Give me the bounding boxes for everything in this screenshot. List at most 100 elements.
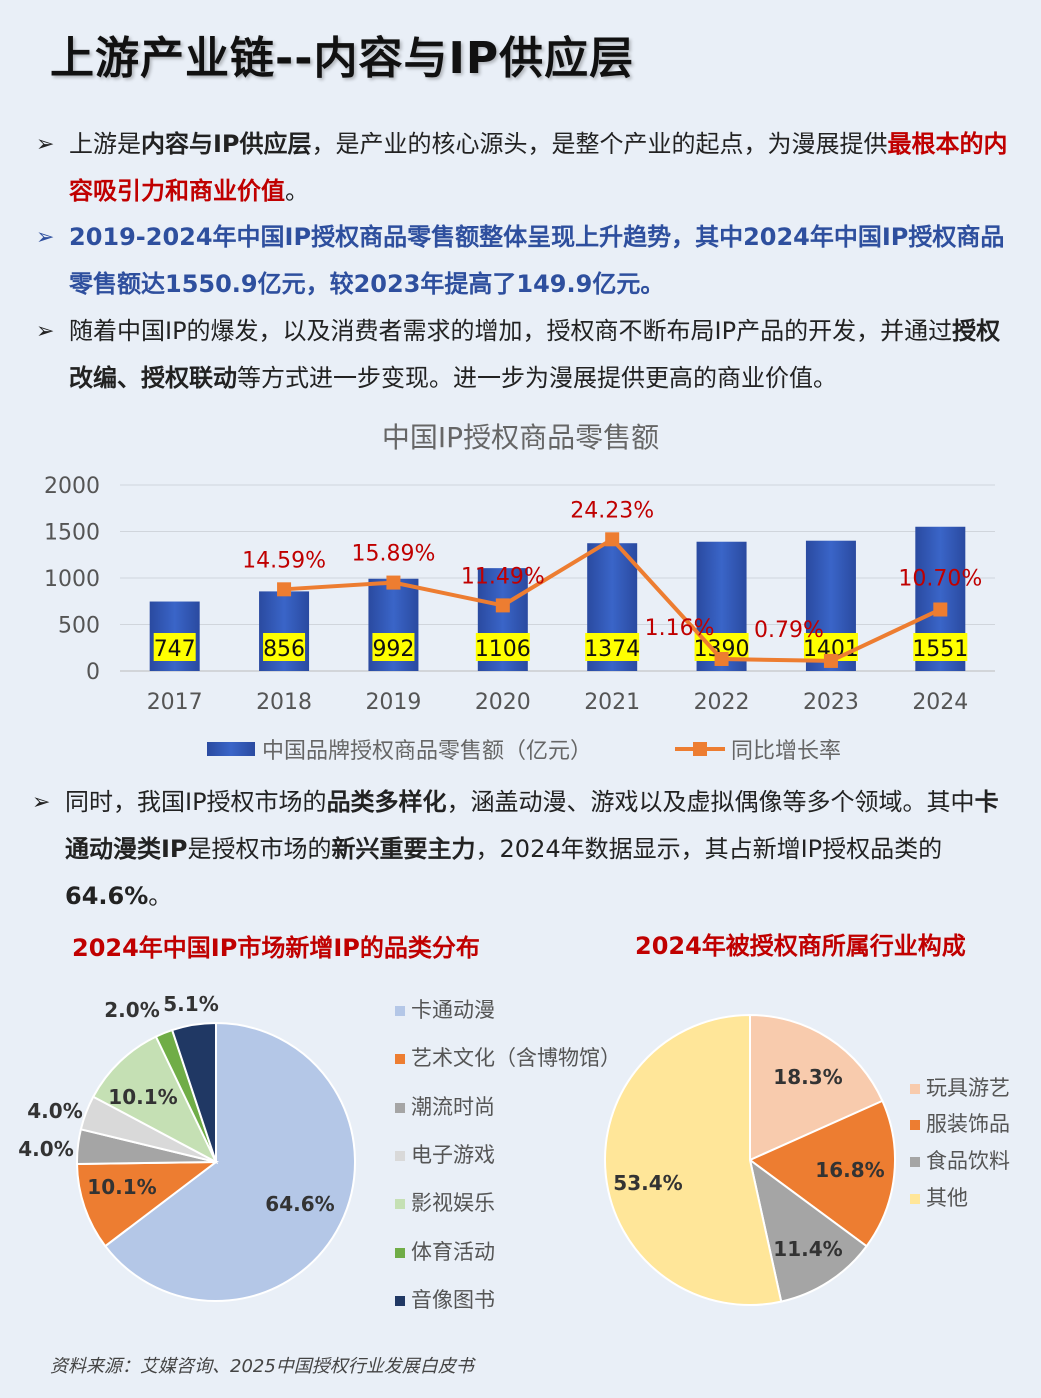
pie-label: 5.1% bbox=[163, 992, 218, 1016]
x-tick-label: 2017 bbox=[147, 690, 203, 715]
legend-bar-label: 中国品牌授权商品零售额（亿元） bbox=[262, 739, 592, 764]
legend-swatch bbox=[910, 1194, 920, 1204]
b1-p5: 。 bbox=[285, 177, 309, 205]
pie-label: 53.4% bbox=[613, 1171, 682, 1195]
b3-p1: 随着中国IP的爆发，以及消费者需求的增加，授权商不断布局IP产品的开发，并通过 bbox=[69, 317, 953, 345]
pie-label: 16.8% bbox=[815, 1158, 884, 1182]
legend-swatch bbox=[395, 1054, 405, 1064]
pie1-title: 2024年中国IP市场新增IP的品类分布 bbox=[72, 934, 480, 962]
bullet-2: ➢ 2019-2024年中国IP授权商品零售额整体呈现上升趋势，其中2024年中… bbox=[36, 214, 1011, 308]
arrow-bullet-icon: ➢ bbox=[36, 225, 55, 250]
pie1-legend-item: 音像图书 bbox=[395, 1284, 495, 1314]
b1-p3: ，是产业的核心源头，是整个产业的起点，为漫展提供 bbox=[311, 130, 888, 158]
bullet-3: ➢ 随着中国IP的爆发，以及消费者需求的增加，授权商不断布局IP产品的开发，并通… bbox=[36, 308, 1011, 402]
pie2-legend-item: 服装饰品 bbox=[910, 1108, 1010, 1138]
legend-label: 其他 bbox=[926, 1186, 968, 1210]
bar-value-label: 1374 bbox=[584, 637, 640, 662]
pie-label: 4.0% bbox=[18, 1137, 73, 1161]
bar-value-label: 1106 bbox=[475, 637, 531, 662]
growth-point bbox=[386, 575, 401, 590]
b4-p1: 同时，我国IP授权市场的 bbox=[65, 788, 327, 816]
b4-p2: 品类多样化 bbox=[326, 788, 447, 816]
growth-label: 0.79% bbox=[754, 618, 824, 643]
pie-slice bbox=[75, 1160, 220, 1248]
bar-line-chart: 0 500 1000 1500 2000 2017 2018 2019 2020 2021 2022… bbox=[44, 474, 995, 764]
b3-p2: 授权改编、授权联动 bbox=[69, 317, 1001, 392]
x-tick-label: 2021 bbox=[584, 690, 640, 715]
bar-chart-title: 中国IP授权商品零售额 bbox=[381, 421, 660, 454]
growth-label: 10.70% bbox=[898, 566, 982, 591]
pie2-legend-item: 玩具游艺 bbox=[910, 1072, 1010, 1102]
legend-label: 影视娱乐 bbox=[411, 1191, 495, 1215]
growth-point bbox=[933, 602, 948, 617]
growth-label: 11.49% bbox=[461, 564, 545, 589]
b4-p8: 64.6% bbox=[65, 882, 149, 910]
bar-value-label: 1551 bbox=[912, 637, 968, 662]
legend-label: 潮流时尚 bbox=[411, 1095, 495, 1119]
growth-point bbox=[277, 582, 292, 597]
pie1-legend-item: 影视娱乐 bbox=[395, 1187, 495, 1217]
b1-p4: 最根本的内容吸引力和商业价值 bbox=[69, 130, 1008, 205]
bar-label-highlight bbox=[372, 633, 415, 661]
x-tick-label: 2018 bbox=[256, 690, 312, 715]
y-tick-label: 2000 bbox=[44, 474, 100, 499]
y-tick-label: 0 bbox=[86, 660, 100, 685]
bar-label-highlight bbox=[263, 633, 306, 661]
pie-slice bbox=[748, 1157, 868, 1303]
pie-slice bbox=[748, 1099, 896, 1248]
pie2-legend-item: 其他 bbox=[910, 1182, 968, 1212]
legend-swatch bbox=[910, 1120, 920, 1130]
legend-swatch bbox=[395, 1103, 405, 1113]
legend-line-marker bbox=[693, 742, 707, 756]
pie1-legend-item: 电子游戏 bbox=[395, 1139, 495, 1169]
arrow-bullet-icon: ➢ bbox=[36, 132, 55, 157]
growth-label: 14.59% bbox=[242, 548, 326, 573]
x-tick-label: 2020 bbox=[475, 690, 531, 715]
page-title: 上游产业链--内容与IP供应层 bbox=[50, 33, 635, 84]
pie-label: 10.1% bbox=[108, 1085, 177, 1109]
y-tick-label: 500 bbox=[58, 614, 100, 639]
b4-p9: 。 bbox=[148, 882, 173, 910]
legend-swatch bbox=[910, 1157, 920, 1167]
bullet-1: ➢ 上游是内容与IP供应层，是产业的核心源头，是整个产业的起点，为漫展提供最根本… bbox=[36, 121, 1011, 215]
x-tick-label: 2019 bbox=[365, 690, 421, 715]
x-tick-label: 2023 bbox=[803, 690, 859, 715]
category-pie-chart: 64.6% 10.1% 4.0% 4.0% 10.1% 2.0% 5.1% bbox=[18, 992, 356, 1302]
bar-label-highlight bbox=[585, 633, 640, 661]
pie-label: 64.6% bbox=[265, 1192, 334, 1216]
legend-swatch bbox=[395, 1151, 405, 1161]
pie-label: 10.1% bbox=[87, 1175, 156, 1199]
pie1-legend-item: 潮流时尚 bbox=[395, 1091, 495, 1121]
pie-slice bbox=[749, 1013, 884, 1162]
bar-value-label: 747 bbox=[154, 637, 196, 662]
bar-label-highlight bbox=[475, 633, 530, 661]
legend-swatch bbox=[395, 1199, 405, 1209]
industry-pie-chart: 18.3% 16.8% 11.4% 53.4% bbox=[604, 1013, 896, 1306]
b3-p3: 等方式进一步变现。进一步为漫展提供更高的商业价值。 bbox=[237, 364, 837, 392]
x-tick-label: 2022 bbox=[694, 690, 750, 715]
pie2-legend-item: 食品饮料 bbox=[910, 1145, 1010, 1175]
pie-slice bbox=[91, 1035, 219, 1165]
legend-label: 玩具游艺 bbox=[926, 1076, 1010, 1100]
pie2-title: 2024年被授权商所属行业构成 bbox=[635, 932, 966, 960]
pie-label: 2.0% bbox=[104, 998, 159, 1022]
pie1-legend-item: 艺术文化（含博物馆） bbox=[395, 1042, 621, 1072]
legend-swatch bbox=[395, 1248, 405, 1258]
b2-text: 2019-2024年中国IP授权商品零售额整体呈现上升趋势，其中2024年中国I… bbox=[69, 223, 1005, 298]
y-tick-label: 1500 bbox=[44, 521, 100, 546]
growth-point bbox=[495, 598, 510, 613]
bar-label-highlight bbox=[153, 633, 196, 661]
bullet-4: ➢ 同时，我国IP授权市场的品类多样化，涵盖动漫、游戏以及虚拟偶像等多个领域。其… bbox=[32, 779, 1007, 920]
growth-label: 15.89% bbox=[351, 542, 435, 567]
growth-label: 24.23% bbox=[570, 498, 654, 523]
legend-line-label: 同比增长率 bbox=[731, 739, 841, 764]
pie1-legend-item: 体育活动 bbox=[395, 1236, 495, 1266]
b4-p3: ，涵盖动漫、游戏以及虚拟偶像等多个领域。其中 bbox=[446, 788, 975, 816]
b1-p2: 内容与IP供应层 bbox=[141, 130, 312, 158]
legend-bar-swatch bbox=[207, 742, 255, 756]
growth-label: 1.16% bbox=[645, 616, 715, 641]
bar-label-highlight bbox=[913, 633, 968, 661]
growth-point bbox=[823, 653, 838, 668]
b4-p7: ，2024年数据显示，其占新增IP授权品类的 bbox=[475, 835, 943, 863]
pie-slice bbox=[103, 1021, 356, 1302]
